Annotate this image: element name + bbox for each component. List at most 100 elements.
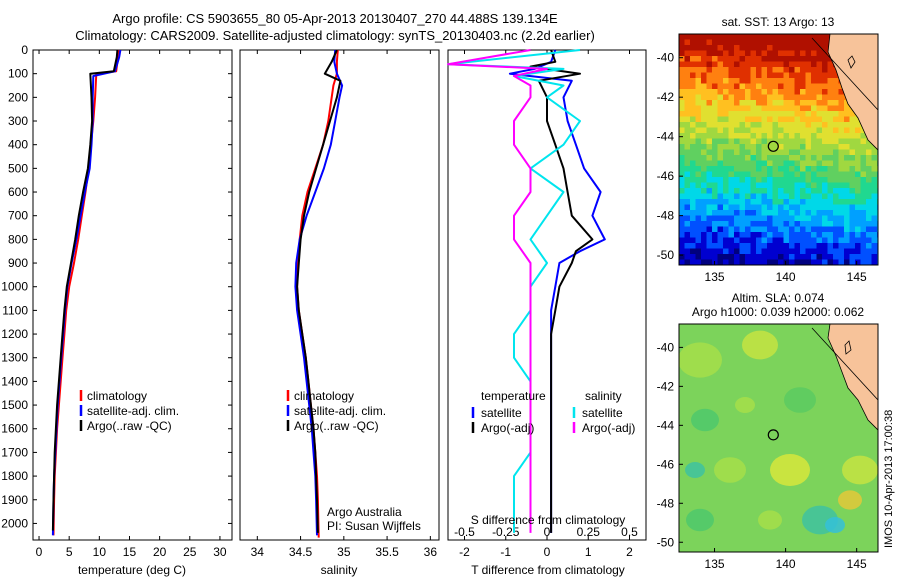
lon-tick-label: 135	[705, 270, 725, 284]
sst-cell	[860, 144, 867, 150]
sst-cell	[679, 226, 685, 233]
sst-cell	[734, 83, 740, 90]
legend-label: Argo(..raw -QC)	[294, 419, 379, 433]
sst-cell	[789, 89, 795, 95]
sst-cell	[794, 254, 801, 260]
sst-cell	[871, 232, 878, 238]
sst-cell	[728, 89, 735, 95]
sst-cell	[690, 193, 696, 200]
sst-cell	[833, 259, 839, 265]
sst-cell	[849, 204, 856, 211]
sst-cell	[789, 226, 795, 233]
sst-cell	[739, 226, 746, 233]
sst-cell	[805, 122, 812, 128]
sst-cell	[756, 188, 762, 194]
s-tick-label: 0.5	[621, 525, 638, 539]
sst-cell	[833, 94, 839, 101]
sst-cell	[822, 215, 828, 222]
sst-cell	[712, 72, 718, 79]
sst-cell	[783, 61, 790, 68]
sst-cell	[728, 232, 735, 238]
sst-cell	[690, 149, 696, 156]
sst-cell	[783, 166, 790, 172]
sst-cell	[695, 221, 702, 227]
sst-cell	[778, 221, 784, 227]
sst-cell	[761, 78, 768, 84]
sst-cell	[816, 243, 823, 249]
sst-cell	[827, 232, 834, 238]
sst-cell	[800, 155, 806, 161]
sst-cell	[789, 83, 795, 90]
depth-tick-label: 1300	[1, 351, 28, 365]
sst-cell	[778, 155, 784, 161]
sst-cell	[723, 259, 729, 265]
sst-cell	[827, 67, 834, 73]
sst-cell	[701, 78, 707, 84]
sst-cell	[860, 166, 867, 172]
sst-cell	[860, 254, 867, 260]
sst-cell	[800, 166, 806, 172]
sst-cell	[734, 78, 740, 84]
sst-cell	[684, 177, 691, 183]
sst-cell	[827, 171, 834, 178]
sst-cell	[706, 100, 713, 106]
sst-cell	[684, 226, 691, 233]
sst-cell	[690, 259, 696, 265]
sst-cell	[767, 67, 773, 73]
sst-cell	[679, 105, 685, 112]
sst-cell	[750, 188, 757, 194]
depth-tick-label: 1200	[1, 327, 28, 341]
sst-cell	[717, 34, 724, 40]
sst-cell	[761, 166, 768, 172]
sst-cell	[701, 45, 707, 51]
sst-cell	[723, 243, 729, 249]
sst-cell	[706, 226, 713, 233]
sst-cell	[866, 232, 872, 238]
sst-cell	[805, 221, 812, 227]
sst-cell	[745, 89, 751, 95]
sst-cell	[745, 133, 751, 139]
sst-cell	[778, 232, 784, 238]
sst-cell	[866, 226, 872, 233]
sst-cell	[706, 144, 713, 150]
sst-cell	[706, 67, 713, 73]
sst-cell	[739, 155, 746, 161]
sst-cell	[816, 204, 823, 211]
sst-cell	[684, 61, 691, 68]
sst-cell	[767, 56, 773, 62]
sst-cell	[684, 259, 691, 265]
sst-cell	[805, 39, 812, 46]
depth-tick-label: 1400	[1, 374, 28, 388]
sst-cell	[772, 149, 779, 156]
sst-cell	[767, 259, 773, 265]
sst-cell	[684, 193, 691, 200]
sst-cell	[805, 144, 812, 150]
sst-cell	[838, 144, 845, 150]
sst-cell	[794, 67, 801, 73]
sst-cell	[794, 83, 801, 90]
sst-cell	[734, 221, 740, 227]
sst-cell	[800, 232, 806, 238]
sst-cell	[800, 127, 806, 134]
sst-cell	[734, 248, 740, 255]
sst-cell	[695, 144, 702, 150]
sst-cell	[822, 111, 828, 117]
sst-cell	[734, 50, 740, 57]
depth-tick-label: 600	[8, 185, 28, 199]
sst-cell	[805, 210, 812, 216]
sst-cell	[849, 210, 856, 216]
sst-cell	[761, 204, 768, 211]
sst-cell	[800, 78, 806, 84]
sst-cell	[761, 138, 768, 145]
sst-cell	[778, 215, 784, 222]
sst-cell	[750, 160, 757, 167]
sst-cell	[767, 144, 773, 150]
sst-cell	[783, 171, 790, 178]
sst-cell	[739, 166, 746, 172]
sst-cell	[833, 78, 839, 84]
sst-cell	[822, 94, 828, 101]
sst-cell	[761, 226, 768, 233]
sst-cell	[871, 210, 878, 216]
x-tick-label: 0	[36, 545, 43, 559]
sst-cell	[761, 193, 768, 200]
